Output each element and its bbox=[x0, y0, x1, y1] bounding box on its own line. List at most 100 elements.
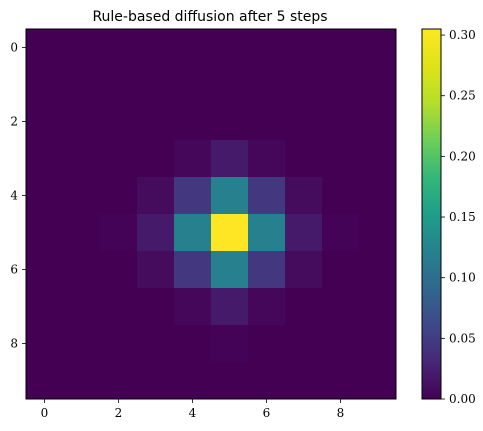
heatmap-cell bbox=[285, 251, 323, 289]
heatmap-cell bbox=[359, 177, 397, 215]
heatmap-cell bbox=[359, 251, 397, 289]
heatmap-cell bbox=[211, 325, 249, 363]
heatmap-cell bbox=[322, 325, 360, 363]
colorbar-tick-label: 0.00 bbox=[449, 392, 476, 406]
heatmap-cell bbox=[285, 214, 323, 252]
heatmap-cell bbox=[100, 325, 138, 363]
heatmap-cell bbox=[248, 29, 286, 67]
heatmap-cell bbox=[100, 140, 138, 178]
heatmap-cell bbox=[137, 103, 175, 141]
heatmap-cell bbox=[174, 214, 212, 252]
heatmap-cell bbox=[322, 251, 360, 289]
heatmap-cell bbox=[174, 288, 212, 326]
heatmap-cell bbox=[63, 325, 101, 363]
heatmap-cell bbox=[174, 177, 212, 215]
heatmap-cell bbox=[137, 362, 175, 400]
heatmap-cell bbox=[211, 251, 249, 289]
y-tick-label: 8 bbox=[10, 337, 18, 351]
heatmap-cell bbox=[174, 140, 212, 178]
heatmap-cell bbox=[285, 29, 323, 67]
heatmap-cell bbox=[211, 140, 249, 178]
heatmap-cell bbox=[137, 140, 175, 178]
colorbar-tick-label: 0.20 bbox=[449, 149, 476, 163]
heatmap-cell bbox=[63, 140, 101, 178]
heatmap-cell bbox=[137, 29, 175, 67]
heatmap-cell bbox=[63, 66, 101, 104]
heatmap-cell bbox=[248, 66, 286, 104]
heatmap-cell bbox=[211, 362, 249, 400]
heatmap-cell bbox=[211, 103, 249, 141]
heatmap-cell bbox=[26, 288, 64, 326]
heatmap-cell bbox=[248, 251, 286, 289]
heatmap-cell bbox=[26, 214, 64, 252]
heatmap-cell bbox=[26, 177, 64, 215]
heatmap-cell bbox=[100, 66, 138, 104]
heatmap-cell bbox=[174, 103, 212, 141]
heatmap-cell bbox=[100, 288, 138, 326]
heatmap-cell bbox=[248, 103, 286, 141]
heatmap-cells bbox=[26, 29, 397, 400]
x-tick-label: 8 bbox=[337, 406, 345, 420]
y-tick-label: 2 bbox=[10, 115, 18, 129]
plot-frame bbox=[25, 28, 397, 400]
heatmap-cell bbox=[174, 251, 212, 289]
x-tick-label: 2 bbox=[115, 406, 123, 420]
heatmap-cell bbox=[137, 288, 175, 326]
heatmap-cell bbox=[100, 177, 138, 215]
heatmap-cell bbox=[137, 177, 175, 215]
heatmap-cell bbox=[359, 288, 397, 326]
colorbar-tick-label: 0.25 bbox=[449, 89, 476, 103]
heatmap-cell bbox=[359, 140, 397, 178]
heatmap-cell bbox=[248, 177, 286, 215]
heatmap-cell bbox=[359, 214, 397, 252]
heatmap-cell bbox=[26, 325, 64, 363]
heatmap-cell bbox=[100, 29, 138, 67]
heatmap-cell bbox=[63, 103, 101, 141]
heatmap-cell bbox=[211, 288, 249, 326]
heatmap-cell bbox=[322, 177, 360, 215]
y-tick-label: 4 bbox=[10, 189, 18, 203]
y-tick-label: 6 bbox=[10, 263, 18, 277]
heatmap-cell bbox=[63, 288, 101, 326]
x-tick-label: 4 bbox=[189, 406, 197, 420]
heatmap-cell bbox=[359, 325, 397, 363]
heatmap-cell bbox=[322, 29, 360, 67]
colorbar-tick-label: 0.30 bbox=[449, 28, 476, 42]
heatmap-cell bbox=[26, 362, 64, 400]
heatmap-cell bbox=[100, 251, 138, 289]
x-tick-label: 0 bbox=[41, 406, 49, 420]
heatmap-cell bbox=[26, 103, 64, 141]
heatmap-cell bbox=[26, 251, 64, 289]
heatmap-cell bbox=[285, 362, 323, 400]
colorbar-tick-label: 0.05 bbox=[449, 331, 476, 345]
heatmap-cell bbox=[322, 288, 360, 326]
heatmap-cell bbox=[359, 103, 397, 141]
heatmap-cell bbox=[137, 325, 175, 363]
heatmap-cell bbox=[285, 325, 323, 363]
heatmap-cell bbox=[248, 362, 286, 400]
heatmap-cell bbox=[137, 251, 175, 289]
heatmap-cell bbox=[211, 214, 249, 252]
y-axis: 0 2 4 6 8 bbox=[10, 41, 26, 351]
heatmap-cell bbox=[26, 29, 64, 67]
heatmap-cell bbox=[248, 140, 286, 178]
colorbar-frame bbox=[421, 28, 442, 400]
heatmap-cell bbox=[211, 29, 249, 67]
heatmap-cell bbox=[174, 362, 212, 400]
heatmap-cell bbox=[285, 66, 323, 104]
heatmap-cell bbox=[285, 140, 323, 178]
colorbar-gradient bbox=[422, 29, 441, 399]
heatmap-cell bbox=[211, 66, 249, 104]
heatmap-cell bbox=[63, 29, 101, 67]
colorbar-tick-label: 0.10 bbox=[449, 271, 476, 285]
heatmap-cell bbox=[137, 214, 175, 252]
chart-title: Rule-based diffusion after 5 steps bbox=[92, 9, 327, 25]
heatmap-cell bbox=[322, 214, 360, 252]
heatmap-cell bbox=[26, 140, 64, 178]
heatmap-cell bbox=[211, 177, 249, 215]
y-tick-label: 0 bbox=[10, 41, 18, 55]
heatmap-cell bbox=[63, 177, 101, 215]
x-axis: 0 2 4 6 8 bbox=[41, 399, 345, 420]
heatmap-cell bbox=[248, 288, 286, 326]
